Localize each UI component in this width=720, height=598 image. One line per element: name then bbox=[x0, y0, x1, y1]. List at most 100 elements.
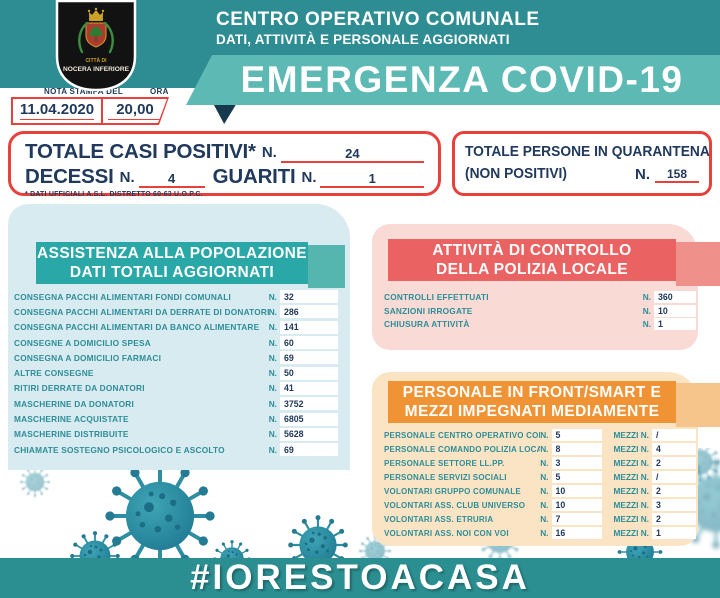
row-mezzi-prefix: MEZZI N. bbox=[613, 458, 650, 468]
table-row: CONSEGNA PACCHI ALIMENTARI FONDI COMUNAL… bbox=[14, 290, 338, 304]
table-row: VOLONTARI ASS. ETRURIA N. 7 MEZZI N. 2 bbox=[384, 513, 696, 525]
table-row: CONTROLLI EFFETTUATI N. 360 bbox=[384, 291, 696, 303]
row-label: SANZIONI IRROGATE bbox=[384, 305, 473, 316]
table-row: SANZIONI IRROGATE N. 10 bbox=[384, 304, 696, 317]
nota-time-cell: 20,00 bbox=[103, 99, 167, 123]
row-value-mezzi: 1 bbox=[652, 527, 696, 539]
row-value: 360 bbox=[654, 291, 696, 303]
decessi-n-prefix: N. bbox=[119, 169, 135, 186]
row-value: 69 bbox=[280, 443, 338, 457]
quarantena-line1: TOTALE PERSONE IN QUARANTENA bbox=[465, 143, 710, 160]
row-value-n: 3 bbox=[551, 457, 602, 469]
polizia-table: CONTROLLI EFFETTUATI N. 360 SANZIONI IRR… bbox=[384, 291, 696, 332]
row-n-prefix: N. bbox=[540, 472, 549, 482]
row-n-prefix: N. bbox=[540, 458, 549, 468]
row-label: MASCHERINE DA DONATORI bbox=[14, 398, 134, 409]
row-value-mezzi: 2 bbox=[652, 457, 696, 469]
row-n-prefix: N. bbox=[268, 352, 277, 363]
row-value-mezzi: 2 bbox=[652, 513, 696, 525]
row-label: PERSONALE COMANDO POLIZIA LOCALE bbox=[384, 444, 541, 454]
hashtag-banner: #IORESTOACASA bbox=[0, 558, 720, 598]
city-crest-icon: CITTÀ DI NOCERA INFERIORE bbox=[55, 0, 137, 92]
row-n-prefix: N. bbox=[540, 514, 549, 524]
row-mezzi-prefix: MEZZI N. bbox=[613, 444, 650, 454]
row-label: CONSEGNA PACCHI ALIMENTARI DA DERRATE DI… bbox=[14, 306, 269, 317]
positivi-n-prefix: N. bbox=[261, 144, 277, 161]
personale-side-block bbox=[676, 383, 720, 427]
nota-time-value: 20,00 bbox=[116, 101, 154, 118]
row-value-n: 7 bbox=[551, 513, 602, 525]
row-value-n: 10 bbox=[551, 485, 602, 497]
row-n-prefix: N. bbox=[540, 430, 549, 440]
asl-footnote: * DATI UFFICIALI A.S.L. DISTRETTO 60-63 … bbox=[25, 191, 203, 198]
assistenza-header: ASSISTENZA ALLA POPOLAZIONE DATI TOTALI … bbox=[36, 242, 308, 284]
table-row: ALTRE CONSEGNE N. 50 bbox=[14, 366, 338, 380]
table-row: PERSONALE SETTORE LL.PP. N. 3 MEZZI N. 2 bbox=[384, 457, 696, 469]
table-row: CHIUSURA ATTIVITÀ N. 1 bbox=[384, 318, 696, 330]
row-label: PERSONALE CENTRO OPERATIVO COMUNALE bbox=[384, 430, 540, 440]
row-value: 60 bbox=[280, 336, 338, 350]
row-n-prefix: N. bbox=[540, 500, 549, 510]
positivi-label: TOTALE CASI POSITIVI* bbox=[25, 140, 256, 163]
polizia-header: ATTIVITÀ DI CONTROLLO DELLA POLIZIA LOCA… bbox=[388, 239, 676, 281]
row-label: VOLONTARI ASS. NOI CON VOI bbox=[384, 528, 509, 538]
nota-time-label: ORA bbox=[150, 87, 169, 96]
polizia-title2: DELLA POLIZIA LOCALE bbox=[436, 261, 628, 278]
row-n-prefix: N. bbox=[268, 444, 277, 455]
row-value-mezzi: / bbox=[652, 429, 696, 441]
row-label: CONSEGNA PACCHI ALIMENTARI FONDI COMUNAL… bbox=[14, 291, 231, 302]
row-n-prefix: N. bbox=[642, 292, 651, 302]
row-value: 10 bbox=[654, 304, 696, 317]
table-row: VOLONTARI GRUPPO COMUNALE N. 10 MEZZI N.… bbox=[384, 485, 696, 497]
row-value: 141 bbox=[280, 320, 338, 334]
row-value: 5628 bbox=[280, 427, 338, 441]
row-value: 50 bbox=[280, 366, 338, 380]
row-n-prefix: N. bbox=[642, 305, 651, 316]
row-mezzi-prefix: MEZZI N. bbox=[613, 514, 650, 524]
row-value-n: 16 bbox=[551, 527, 602, 539]
row-label: CONSEGNE A DOMICILIO SPESA bbox=[14, 337, 151, 348]
row-value: 1 bbox=[654, 318, 696, 330]
row-label: VOLONTARI ASS. ETRURIA bbox=[384, 514, 494, 524]
quarantena-line2: (NON POSITIVI) bbox=[465, 165, 567, 182]
row-label: MASCHERINE ACQUISTATE bbox=[14, 414, 129, 425]
row-value-n: 8 bbox=[551, 443, 602, 455]
quarantena-n-prefix: N. bbox=[635, 166, 650, 183]
row-n-prefix: N. bbox=[268, 398, 277, 409]
emergenza-title: EMERGENZA COVID-19 bbox=[240, 59, 684, 100]
table-row: VOLONTARI ASS. CLUB UNIVERSO N. 10 MEZZI… bbox=[384, 499, 696, 511]
table-row: PERSONALE CENTRO OPERATIVO COMUNALE N. 5… bbox=[384, 429, 696, 441]
nota-date-value: 11.04.2020 bbox=[19, 101, 95, 118]
row-value-n: 5 bbox=[551, 471, 602, 483]
row-value: 6805 bbox=[280, 412, 338, 426]
row-label: CONTROLLI EFFETTUATI bbox=[384, 292, 489, 302]
row-mezzi-prefix: MEZZI N. bbox=[613, 500, 650, 510]
personale-title1: PERSONALE IN FRONT/SMART E bbox=[402, 384, 662, 401]
row-n-prefix: N. bbox=[268, 414, 277, 425]
table-row: CHIAMATE SOSTEGNO PSICOLOGICO E ASCOLTO … bbox=[14, 443, 338, 457]
row-mezzi-prefix: MEZZI N. bbox=[613, 472, 650, 482]
assistenza-title1: ASSISTENZA ALLA POPOLAZIONE bbox=[36, 245, 307, 262]
positivi-value: 24 bbox=[280, 146, 424, 163]
emergenza-band: EMERGENZA COVID-19 bbox=[186, 55, 720, 105]
table-row: VOLONTARI ASS. NOI CON VOI N. 16 MEZZI N… bbox=[384, 527, 696, 539]
guariti-n-prefix: N. bbox=[301, 169, 317, 186]
row-n-prefix: N. bbox=[540, 528, 549, 538]
row-label: CHIAMATE SOSTEGNO PSICOLOGICO E ASCOLTO bbox=[14, 444, 225, 455]
row-value-mezzi: / bbox=[652, 471, 696, 483]
row-label: MASCHERINE DISTRIBUITE bbox=[14, 429, 129, 440]
row-value-mezzi: 2 bbox=[652, 485, 696, 497]
table-row: MASCHERINE DA DONATORI N. 3752 bbox=[14, 397, 338, 411]
row-value: 69 bbox=[280, 351, 338, 365]
assistenza-title2: DATI TOTALI AGGIORNATI bbox=[69, 264, 275, 281]
nota-date-cell: 11.04.2020 bbox=[13, 99, 103, 123]
row-mezzi-prefix: MEZZI N. bbox=[613, 528, 650, 538]
personale-table: PERSONALE CENTRO OPERATIVO COMUNALE N. 5… bbox=[384, 429, 696, 541]
row-value: 41 bbox=[280, 381, 338, 395]
table-row: CONSEGNA PACCHI ALIMENTARI DA DERRATE DI… bbox=[14, 305, 338, 319]
table-row: MASCHERINE DISTRIBUITE N. 5628 bbox=[14, 427, 338, 441]
personale-header: PERSONALE IN FRONT/SMART E MEZZI IMPEGNA… bbox=[388, 381, 676, 423]
row-n-prefix: N. bbox=[642, 319, 651, 329]
guariti-value: 1 bbox=[320, 171, 424, 188]
decessi-label: DECESSI bbox=[25, 165, 114, 188]
